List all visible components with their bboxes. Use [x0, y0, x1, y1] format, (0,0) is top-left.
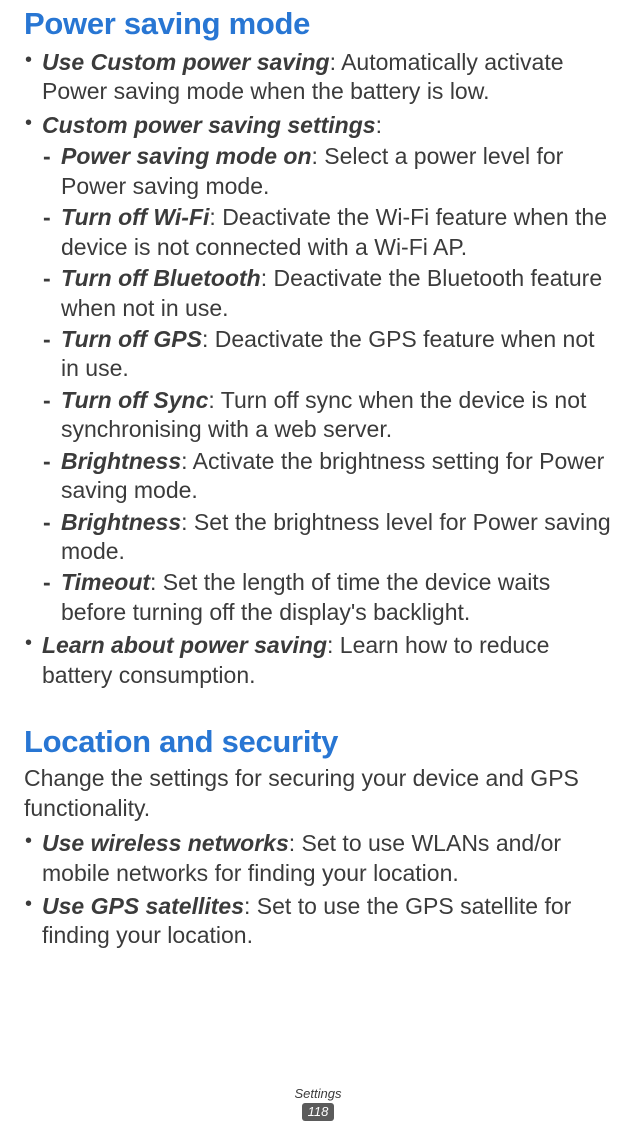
list-item: Brightness: Activate the brightness sett…	[61, 447, 612, 506]
item-desc: :	[376, 112, 382, 138]
page-number: 118	[302, 1103, 335, 1121]
list-item: Brightness: Set the brightness level for…	[61, 508, 612, 567]
power-saving-list: Use Custom power saving: Automatically a…	[24, 48, 612, 690]
item-term: Use GPS satellites	[42, 893, 244, 919]
item-term: Turn off Bluetooth	[61, 265, 261, 291]
list-item: Use Custom power saving: Automatically a…	[42, 48, 612, 107]
item-term: Use Custom power saving	[42, 49, 330, 75]
document-page: Power saving mode Use Custom power savin…	[0, 0, 636, 1145]
item-term: Turn off Wi-Fi	[61, 204, 209, 230]
item-term: Brightness	[61, 509, 181, 535]
list-item: Turn off Sync: Turn off sync when the de…	[61, 386, 612, 445]
item-term: Learn about power saving	[42, 632, 327, 658]
item-term: Power saving mode on	[61, 143, 312, 169]
list-item: Power saving mode on: Select a power lev…	[61, 142, 612, 201]
item-term: Timeout	[61, 569, 150, 595]
list-item: Turn off Bluetooth: Deactivate the Bluet…	[61, 264, 612, 323]
list-item: Timeout: Set the length of time the devi…	[61, 568, 612, 627]
list-item: Use wireless networks: Set to use WLANs …	[42, 829, 612, 888]
section-intro: Change the settings for securing your de…	[24, 764, 612, 823]
list-item: Custom power saving settings: Power savi…	[42, 111, 612, 627]
item-term: Use wireless networks	[42, 830, 289, 856]
footer-label: Settings	[0, 1086, 636, 1101]
item-term: Turn off GPS	[61, 326, 202, 352]
location-security-list: Use wireless networks: Set to use WLANs …	[24, 829, 612, 951]
section-title-location-security: Location and security	[24, 694, 612, 760]
list-item: Turn off Wi-Fi: Deactivate the Wi-Fi fea…	[61, 203, 612, 262]
custom-settings-sublist: Power saving mode on: Select a power lev…	[42, 142, 612, 627]
page-footer: Settings 118	[0, 1086, 636, 1121]
item-term: Brightness	[61, 448, 181, 474]
list-item: Turn off GPS: Deactivate the GPS feature…	[61, 325, 612, 384]
list-item: Learn about power saving: Learn how to r…	[42, 631, 612, 690]
section-title-power-saving: Power saving mode	[24, 0, 612, 42]
list-item: Use GPS satellites: Set to use the GPS s…	[42, 892, 612, 951]
item-term: Custom power saving settings	[42, 112, 376, 138]
item-term: Turn off Sync	[61, 387, 208, 413]
